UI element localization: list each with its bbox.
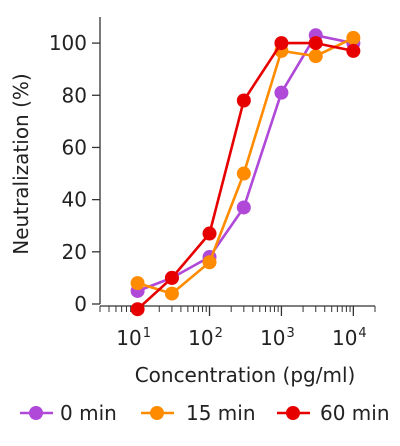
data-point [308, 49, 323, 64]
data-point [274, 85, 289, 100]
data-point [236, 166, 251, 181]
y-tick-label: 80 [62, 83, 87, 107]
x-tick-label: 103 [260, 326, 295, 350]
data-point [346, 30, 361, 45]
data-point [164, 270, 179, 285]
data-point [236, 200, 251, 215]
legend-item-1: 0 min [20, 401, 117, 425]
legend-swatch-marker [150, 406, 164, 420]
series-line [137, 36, 354, 295]
legend-swatch-marker [29, 406, 43, 420]
x-axis-title: Concentration (pg/ml) [135, 363, 356, 387]
data-point [274, 36, 289, 51]
data-point [346, 43, 361, 58]
series-3 [130, 36, 361, 317]
legend: 0 min 15 min 60 min [20, 401, 390, 425]
series-1 [130, 28, 361, 298]
legend-label: 0 min [60, 401, 117, 425]
y-tick-label: 100 [49, 31, 87, 55]
y-axis-title: Neutralization (%) [9, 73, 33, 254]
series-lines [130, 28, 361, 317]
data-point [236, 93, 251, 108]
x-tick-label: 102 [188, 326, 223, 350]
data-point [130, 276, 145, 291]
axes: 0 20 40 60 80 100 101 102 103 104 [49, 17, 376, 350]
legend-label: 60 min [320, 401, 390, 425]
data-point [164, 286, 179, 301]
x-tick-label: 104 [332, 326, 367, 350]
legend-label: 15 min [186, 401, 256, 425]
series-2 [130, 30, 361, 301]
data-point [202, 226, 217, 241]
legend-swatch-marker [286, 406, 300, 420]
legend-item-3: 60 min [277, 401, 390, 425]
data-point [308, 36, 323, 51]
data-point [202, 255, 217, 270]
data-point [130, 302, 145, 317]
y-tick-label: 0 [74, 292, 87, 316]
y-tick-label: 20 [62, 240, 87, 264]
series-line [137, 34, 354, 293]
y-tick-label: 60 [62, 135, 87, 159]
legend-item-2: 15 min [141, 401, 256, 425]
x-tick-label: 101 [116, 326, 151, 350]
y-tick-label: 40 [62, 188, 87, 212]
